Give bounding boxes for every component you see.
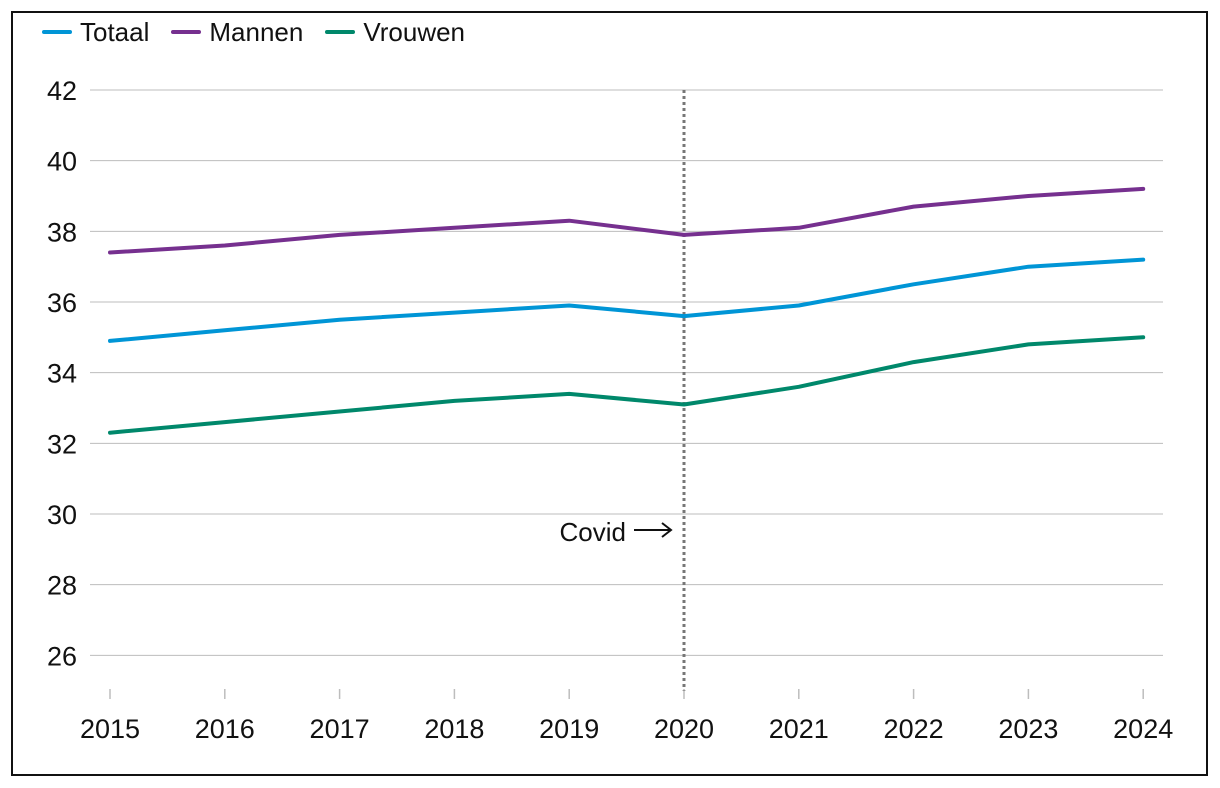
y-tick-label-34: 34: [47, 359, 77, 389]
series-line-mannen: [108, 186, 1146, 255]
legend-label-mannen: Mannen: [209, 16, 304, 47]
legend-swatch-mannen: [171, 30, 202, 34]
series-line-vrouwen: [108, 335, 1146, 435]
legend-item-vrouwen: Vrouwen: [325, 17, 465, 48]
y-tick-label-38: 38: [47, 217, 77, 247]
y-tick-label-30: 30: [47, 500, 77, 530]
legend-item-totaal: Totaal: [42, 17, 149, 48]
covid-arrow-head: [661, 522, 673, 538]
x-tick-label-2022: 2022: [884, 714, 944, 744]
y-tick-label-42: 42: [47, 76, 77, 106]
chart-frame: [11, 11, 1208, 776]
y-tick-label-40: 40: [47, 147, 77, 177]
y-tick-label-28: 28: [47, 571, 77, 601]
x-tick-label-2016: 2016: [195, 714, 255, 744]
x-tick-label-2020: 2020: [654, 714, 714, 744]
x-tick-label-2021: 2021: [769, 714, 829, 744]
y-tick-label-26: 26: [47, 641, 77, 671]
legend-item-mannen: Mannen: [171, 17, 303, 48]
legend-label-vrouwen: Vrouwen: [363, 16, 466, 47]
legend-swatch-vrouwen: [325, 30, 356, 34]
x-tick-label-2024: 2024: [1113, 714, 1173, 744]
series-line-totaal: [108, 257, 1146, 343]
y-tick-label-32: 32: [47, 429, 77, 459]
covid-annotation-label: Covid: [560, 517, 626, 547]
x-tick-label-2018: 2018: [424, 714, 484, 744]
chart-legend: Totaal Mannen Vrouwen: [42, 16, 487, 48]
legend-swatch-totaal: [42, 30, 72, 34]
x-tick-label-2017: 2017: [310, 714, 370, 744]
legend-label-totaal: Totaal: [80, 16, 150, 47]
x-tick-label-2019: 2019: [539, 714, 599, 744]
x-tick-label-2015: 2015: [80, 714, 140, 744]
x-tick-label-2023: 2023: [998, 714, 1058, 744]
y-tick-label-36: 36: [47, 288, 77, 318]
